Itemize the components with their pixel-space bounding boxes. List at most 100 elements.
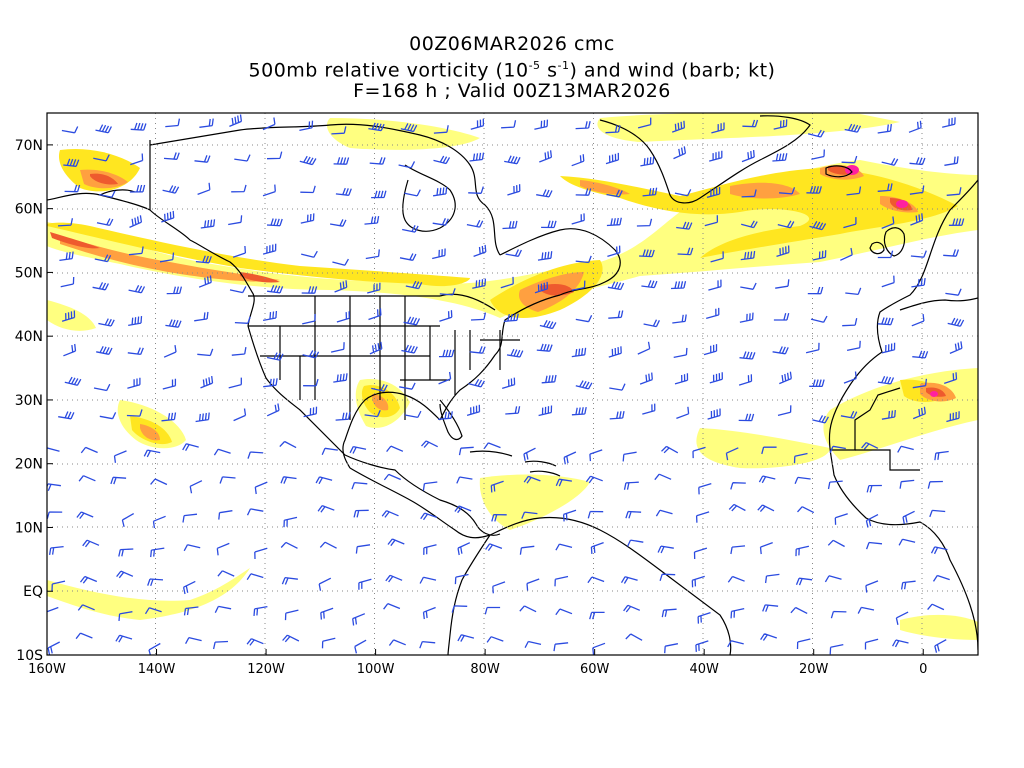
- title-valid: F=168 h ; Valid 00Z13MAR2026: [353, 80, 671, 103]
- wind-barb: [484, 606, 501, 615]
- wind-barb: [420, 512, 438, 521]
- wind-barb: [877, 250, 894, 259]
- wind-barb: [454, 573, 469, 585]
- wind-barb: [908, 120, 922, 133]
- wind-barb: [194, 155, 211, 163]
- wind-barb: [779, 187, 796, 195]
- wind-barb: [504, 155, 521, 165]
- lat-tick-label: 30N: [15, 393, 43, 409]
- wind-barb: [228, 377, 242, 389]
- wind-barb: [807, 129, 825, 138]
- title-field-suffix: ) and wind (barb; kt): [569, 59, 776, 82]
- wind-barb: [279, 440, 297, 449]
- wind-barb: [148, 642, 161, 655]
- wind-barb: [76, 511, 94, 520]
- wind-barb: [491, 513, 507, 522]
- wind-barb: [636, 218, 653, 227]
- wind-barb: [470, 312, 487, 321]
- wind-barb: [266, 218, 283, 227]
- wind-barb: [946, 187, 962, 196]
- wind-barb: [195, 255, 212, 264]
- wind-barb: [523, 447, 536, 461]
- wind-barb: [398, 161, 416, 169]
- wind-barb: [899, 479, 915, 489]
- wind-barb: [165, 118, 181, 128]
- wind-barb: [163, 152, 180, 160]
- wind-barb: [214, 605, 232, 613]
- wind-barb: [642, 187, 658, 197]
- wind-barb: [639, 249, 655, 258]
- wind-barb: [676, 406, 690, 420]
- wind-barb: [555, 543, 573, 551]
- wind-barb: [75, 632, 93, 640]
- wind-barb: [321, 637, 336, 649]
- wind-barb: [623, 604, 641, 613]
- title-field-mid: s: [540, 59, 558, 82]
- lat-tick-label: 10N: [15, 520, 43, 536]
- wind-barb: [927, 603, 945, 611]
- wind-barb: [505, 406, 521, 415]
- wind-barb: [741, 150, 755, 163]
- wind-barb: [892, 639, 909, 648]
- wind-barb: [881, 157, 899, 166]
- wind-barb: [521, 511, 538, 519]
- wind-barb: [607, 245, 621, 258]
- wind-barb: [740, 250, 756, 261]
- wind-barb: [94, 254, 112, 263]
- wind-barb: [795, 577, 813, 586]
- wind-barb: [233, 408, 247, 422]
- wind-barb: [57, 218, 74, 227]
- wind-barb: [537, 251, 553, 261]
- wind-barb: [534, 119, 549, 130]
- wind-barb: [353, 509, 369, 518]
- wind-barb: [469, 346, 486, 354]
- wind-barb: [742, 119, 759, 128]
- wind-barb: [371, 190, 387, 199]
- wind-barb: [590, 541, 604, 554]
- wind-barb: [387, 538, 405, 547]
- wind-barb: [470, 118, 485, 130]
- wind-barb: [807, 286, 824, 295]
- wind-barb: [695, 511, 710, 523]
- wind-barb: [92, 282, 109, 291]
- wind-barb: [335, 412, 351, 421]
- wind-barb: [147, 578, 164, 587]
- lon-tick-label: 40W: [689, 662, 719, 677]
- wind-barb: [777, 405, 792, 417]
- wind-barb: [216, 542, 230, 556]
- wind-barb: [332, 258, 349, 266]
- wind-barb: [118, 611, 133, 621]
- wind-barb: [95, 124, 112, 134]
- wind-barb: [300, 213, 315, 224]
- wind-barb: [708, 279, 722, 291]
- wind-barb: [703, 344, 718, 356]
- wind-barb: [507, 184, 521, 196]
- title-exp2: -1: [557, 59, 570, 72]
- wind-barb: [620, 576, 638, 584]
- wind-barb: [911, 314, 925, 327]
- wind-barb: [757, 504, 775, 513]
- wind-barb: [536, 343, 553, 352]
- wind-barb: [315, 476, 333, 485]
- title-block: 00Z06MAR2026 cmc 500mb relative vorticit…: [0, 34, 1024, 102]
- wind-barb: [709, 150, 723, 162]
- wind-barb: [881, 275, 895, 288]
- wind-barb: [403, 316, 421, 326]
- wind-barb: [195, 412, 210, 423]
- wind-barb: [877, 317, 894, 326]
- wind-barb: [58, 411, 75, 420]
- wind-barb: [263, 378, 278, 388]
- wind-barb: [704, 215, 719, 227]
- wind-barb: [199, 118, 214, 128]
- wind-barb: [213, 448, 231, 456]
- wind-barb: [710, 251, 724, 263]
- wind-barb: [897, 445, 914, 453]
- wind-barb: [946, 411, 960, 423]
- wind-barb: [381, 510, 399, 518]
- coastlines: [47, 115, 978, 655]
- wind-barb: [383, 473, 401, 481]
- wind-barb: [571, 406, 587, 416]
- wind-barb: [661, 608, 677, 618]
- wind-barb: [697, 611, 711, 624]
- lon-tick-label: 100W: [357, 662, 395, 677]
